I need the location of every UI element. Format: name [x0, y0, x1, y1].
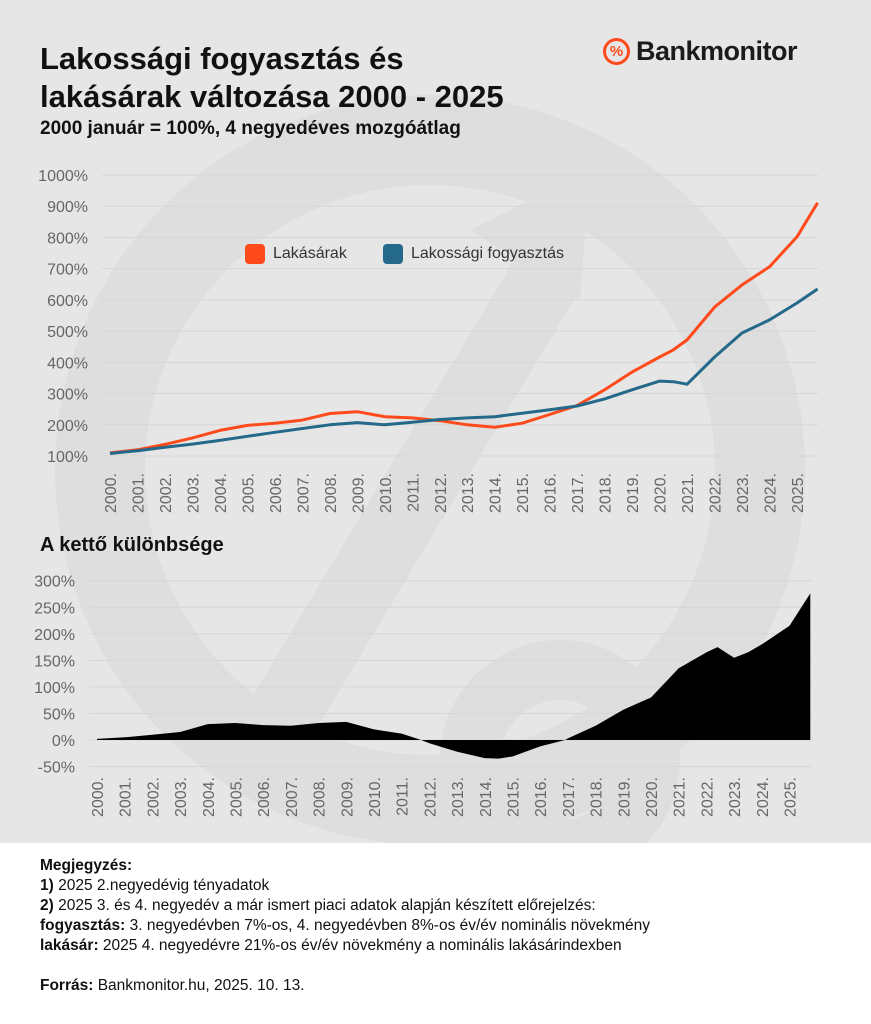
y-tick-label: 600% — [47, 293, 88, 310]
y-tick-label: 800% — [47, 230, 88, 247]
x-tick-label: 2001. — [130, 473, 147, 513]
legend-swatch — [245, 244, 265, 264]
x-tick-label: 2021. — [680, 473, 697, 513]
notes-heading: Megjegyzés: — [40, 857, 133, 874]
legend-label: Lakossági fogyasztás — [411, 245, 564, 262]
watermark-logo — [0, 0, 871, 843]
x-tick-label: 2007. — [284, 777, 301, 817]
x-tick-label: 2008. — [312, 777, 329, 817]
x-tick-label: 2011. — [405, 473, 422, 512]
x-tick-label: 2005. — [240, 473, 257, 513]
line-chart: 100% 200% 300% 400% 500% 600% 700% 800% 900% 1000… — [34, 168, 819, 817]
x-tick-label: 2015. — [515, 473, 532, 513]
y-tick-label: 250% — [34, 600, 75, 617]
difference-chart-title: A kettő különbsége — [40, 534, 224, 556]
x-tick-label: 2013. — [460, 473, 477, 513]
x-tick-label: 2007. — [295, 473, 312, 513]
note-line: 2) 2025 3. és 4. negyedév a már ismert p… — [40, 897, 596, 914]
y-tick-label: 150% — [34, 653, 75, 670]
legend-swatch — [383, 244, 403, 264]
x-tick-label: 2002. — [145, 777, 162, 817]
x-tick-label: 2000. — [103, 473, 120, 513]
x-tick-label: 2003. — [185, 473, 202, 513]
x-tick-label: 2012. — [422, 777, 439, 817]
x-tick-label: 2022. — [699, 777, 716, 817]
note-line: 1) 2025 2.negyedévig tényadatok — [40, 877, 270, 894]
y-tick-label: 900% — [47, 199, 88, 216]
y-tick-label: 300% — [34, 574, 75, 591]
x-tick-label: 2004. — [213, 473, 230, 513]
difference-area — [97, 593, 811, 759]
x-tick-label: 2019. — [616, 777, 633, 817]
chart-panel: Lakossági fogyasztás és lakásárak változ… — [0, 0, 871, 843]
x-tick-label: 2024. — [755, 777, 772, 817]
y-tick-label: 100% — [34, 680, 75, 697]
notes: Megjegyzés: 1) 2025 2.negyedévig tényada… — [40, 856, 650, 996]
x-tick-label: 2023. — [727, 777, 744, 817]
x-tick-label: 2009. — [350, 473, 367, 513]
page-title: Lakossági fogyasztás és lakásárak változ… — [40, 41, 504, 114]
x-tick-label: 2006. — [268, 473, 285, 513]
series-line-fogyasztas — [109, 287, 819, 455]
x-tick-label: 2018. — [598, 473, 615, 513]
legend-item-lakasarak: Lakásárak — [245, 244, 347, 264]
x-tick-label: 2020. — [653, 473, 670, 513]
x-tick-label: 2020. — [644, 777, 661, 817]
y-tick-label: 300% — [47, 387, 88, 404]
y-tick-label: 500% — [47, 324, 88, 341]
series-line-lakasarak — [109, 202, 819, 455]
x-tick-label: 2014. — [478, 777, 495, 817]
y-tick-label: 400% — [47, 355, 88, 372]
y-tick-label: 0% — [52, 733, 75, 750]
x-tick-label: 2009. — [339, 777, 356, 817]
x-tick-label: 2018. — [589, 777, 606, 817]
y-tick-label: 200% — [34, 627, 75, 644]
x-tick-label: 2017. — [561, 777, 578, 817]
x-tick-label: 2010. — [378, 473, 395, 513]
x-tick-label: 2001. — [118, 777, 135, 817]
x-tick-label: 2016. — [533, 777, 550, 817]
x-tick-label: 2011. — [395, 777, 412, 816]
x-tick-label: 2004. — [201, 777, 218, 817]
x-tick-label: 2013. — [450, 777, 467, 817]
legend-item-fogyasztas: Lakossági fogyasztás — [383, 244, 564, 264]
y-tick-label: 700% — [47, 262, 88, 279]
note-line: fogyasztás: 3. negyedévben 7%-os, 4. neg… — [40, 917, 651, 934]
x-tick-label: 2010. — [367, 777, 384, 817]
y-tick-label: 50% — [43, 706, 75, 723]
y-tick-label: 1000% — [38, 168, 88, 185]
y-tick-label: 200% — [47, 418, 88, 435]
x-tick-label: 2017. — [570, 473, 587, 513]
x-tick-label: 2024. — [763, 473, 780, 513]
x-tick-label: 2012. — [433, 473, 450, 513]
x-tick-label: 2025. — [790, 473, 807, 513]
x-tick-label: 2006. — [256, 777, 273, 817]
x-tick-label: 2021. — [672, 777, 689, 817]
x-tick-label: 2000. — [90, 777, 107, 817]
x-tick-label: 2002. — [158, 473, 175, 513]
x-tick-label: 2019. — [625, 473, 642, 513]
source: Forrás: Bankmonitor.hu, 2025. 10. 13. — [40, 977, 305, 994]
note-line: lakásár: 2025 4. negyedévre 21%-os év/év… — [40, 937, 622, 954]
subtitle: 2000 január = 100%, 4 negyedéves mozgóát… — [40, 118, 461, 139]
legend-label: Lakásárak — [273, 245, 347, 262]
y-tick-label: -50% — [38, 760, 75, 777]
x-tick-label: 2005. — [229, 777, 246, 817]
y-tick-label: 100% — [47, 449, 88, 466]
x-tick-label: 2008. — [323, 473, 340, 513]
x-tick-label: 2015. — [506, 777, 523, 817]
logo-text: Bankmonitor — [636, 36, 798, 66]
bankmonitor-logo: % Bankmonitor — [603, 36, 798, 67]
x-tick-label: 2003. — [173, 777, 190, 817]
percent-logo-icon: % — [603, 38, 630, 65]
x-tick-label: 2016. — [543, 473, 560, 513]
x-tick-label: 2014. — [488, 473, 505, 513]
x-tick-label: 2025. — [783, 777, 800, 817]
x-tick-label: 2022. — [708, 473, 725, 513]
x-tick-label: 2023. — [735, 473, 752, 513]
